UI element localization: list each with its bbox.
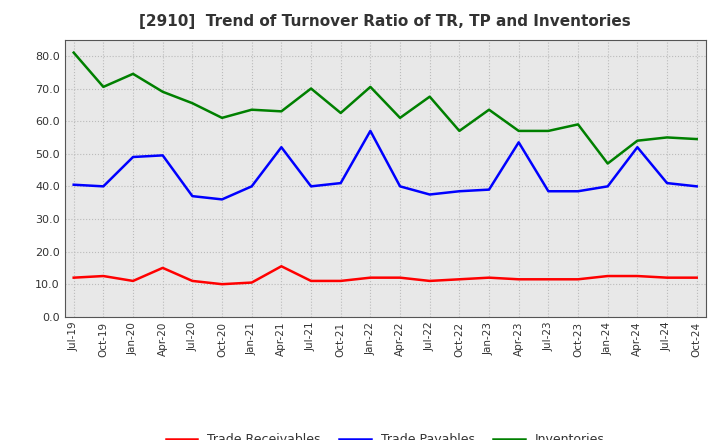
Trade Receivables (277, 264, 286, 269)
Inventories (277, 109, 286, 114)
Trade Payables (277, 145, 286, 150)
Inventories (188, 101, 197, 106)
Trade Receivables (158, 265, 167, 271)
Trade Payables (307, 184, 315, 189)
Trade Payables (633, 145, 642, 150)
Inventories (396, 115, 405, 121)
Inventories (603, 161, 612, 166)
Trade Receivables (603, 273, 612, 279)
Inventories (307, 86, 315, 91)
Inventories (633, 138, 642, 143)
Legend: Trade Receivables, Trade Payables, Inventories: Trade Receivables, Trade Payables, Inven… (161, 429, 610, 440)
Trade Payables (396, 184, 405, 189)
Trade Payables (544, 189, 553, 194)
Inventories (693, 136, 701, 142)
Line: Inventories: Inventories (73, 53, 697, 164)
Inventories (99, 84, 108, 89)
Trade Payables (69, 182, 78, 187)
Trade Receivables (574, 277, 582, 282)
Inventories (485, 107, 493, 112)
Inventories (544, 128, 553, 134)
Trade Receivables (455, 277, 464, 282)
Title: [2910]  Trend of Turnover Ratio of TR, TP and Inventories: [2910] Trend of Turnover Ratio of TR, TP… (140, 14, 631, 29)
Inventories (574, 122, 582, 127)
Trade Receivables (307, 278, 315, 283)
Trade Receivables (633, 273, 642, 279)
Inventories (69, 50, 78, 55)
Trade Receivables (485, 275, 493, 280)
Inventories (248, 107, 256, 112)
Line: Trade Payables: Trade Payables (73, 131, 697, 199)
Trade Receivables (248, 280, 256, 285)
Trade Receivables (662, 275, 671, 280)
Trade Payables (662, 180, 671, 186)
Inventories (662, 135, 671, 140)
Trade Receivables (693, 275, 701, 280)
Inventories (514, 128, 523, 134)
Line: Trade Receivables: Trade Receivables (73, 266, 697, 284)
Trade Receivables (336, 278, 345, 283)
Trade Receivables (188, 278, 197, 283)
Trade Payables (248, 184, 256, 189)
Trade Payables (485, 187, 493, 192)
Trade Payables (426, 192, 434, 197)
Inventories (336, 110, 345, 116)
Trade Payables (574, 189, 582, 194)
Trade Receivables (366, 275, 374, 280)
Trade Payables (188, 194, 197, 199)
Trade Payables (217, 197, 226, 202)
Trade Payables (129, 154, 138, 160)
Trade Payables (158, 153, 167, 158)
Inventories (455, 128, 464, 134)
Trade Receivables (129, 278, 138, 283)
Trade Receivables (514, 277, 523, 282)
Trade Payables (693, 184, 701, 189)
Trade Payables (336, 180, 345, 186)
Trade Receivables (396, 275, 405, 280)
Trade Receivables (544, 277, 553, 282)
Trade Receivables (69, 275, 78, 280)
Inventories (426, 94, 434, 99)
Inventories (129, 71, 138, 77)
Inventories (217, 115, 226, 121)
Trade Payables (603, 184, 612, 189)
Trade Payables (99, 184, 108, 189)
Inventories (366, 84, 374, 89)
Trade Payables (455, 189, 464, 194)
Trade Receivables (426, 278, 434, 283)
Trade Receivables (217, 282, 226, 287)
Inventories (158, 89, 167, 95)
Trade Payables (366, 128, 374, 134)
Trade Receivables (99, 273, 108, 279)
Trade Payables (514, 139, 523, 145)
